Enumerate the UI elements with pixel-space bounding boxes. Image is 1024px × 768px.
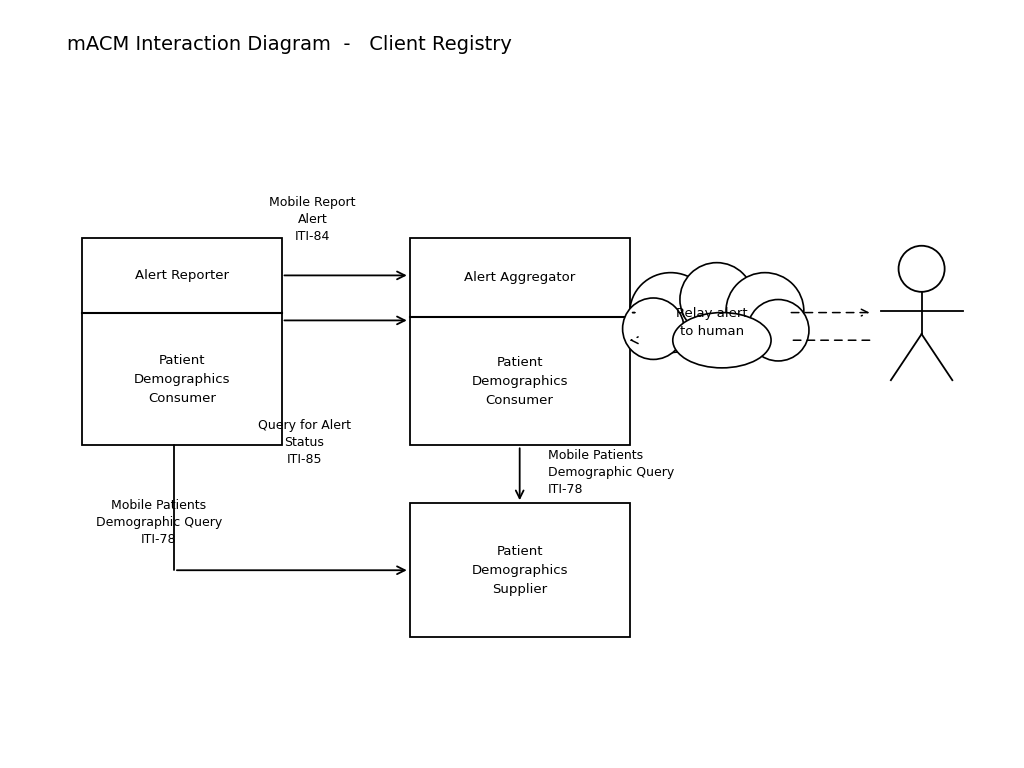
Text: Patient
Demographics
Supplier: Patient Demographics Supplier (471, 545, 568, 596)
Bar (82, 238, 282, 445)
Text: Alert Aggregator: Alert Aggregator (464, 271, 575, 284)
Text: Relay alert
to human: Relay alert to human (676, 307, 748, 338)
Text: Patient
Demographics
Consumer: Patient Demographics Consumer (133, 353, 230, 405)
Text: mACM Interaction Diagram  -   Client Registry: mACM Interaction Diagram - Client Regist… (67, 35, 511, 54)
Ellipse shape (680, 263, 754, 336)
Ellipse shape (623, 298, 684, 359)
Text: Mobile Patients
Demographic Query
ITI-78: Mobile Patients Demographic Query ITI-78 (95, 498, 222, 546)
Ellipse shape (673, 313, 771, 368)
Text: Alert Reporter: Alert Reporter (135, 269, 228, 282)
Ellipse shape (748, 300, 809, 361)
Ellipse shape (726, 273, 804, 349)
Text: Mobile Report
Alert
ITI-84: Mobile Report Alert ITI-84 (269, 196, 355, 243)
Text: Patient
Demographics
Consumer: Patient Demographics Consumer (471, 356, 568, 407)
Bar (410, 238, 630, 445)
Ellipse shape (899, 246, 944, 292)
Text: Mobile Patients
Demographic Query
ITI-78: Mobile Patients Demographic Query ITI-78 (548, 449, 674, 496)
Text: Query for Alert
Status
ITI-85: Query for Alert Status ITI-85 (258, 419, 350, 465)
Ellipse shape (630, 273, 712, 353)
Bar (410, 503, 630, 637)
